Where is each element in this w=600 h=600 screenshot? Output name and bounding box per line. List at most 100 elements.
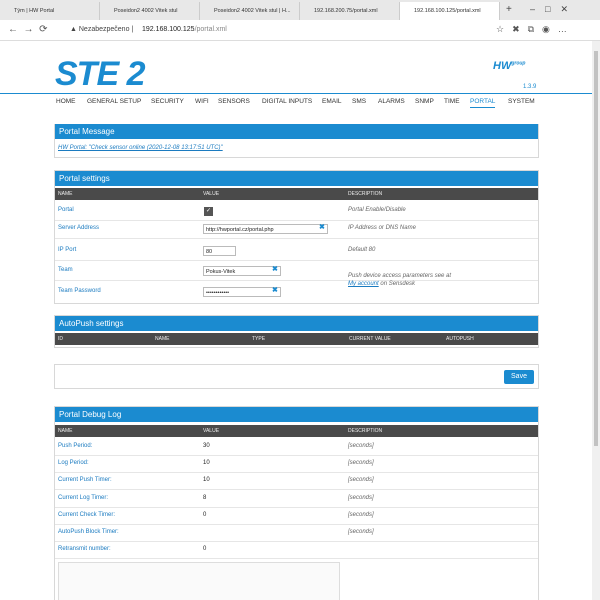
url[interactable]: 192.168.100.125/portal.xml (142, 26, 227, 33)
log-description: [seconds] (348, 494, 374, 501)
note-text: Push device access parameters see at (348, 273, 452, 279)
nav-item[interactable]: PORTAL (470, 98, 496, 108)
panel-title: Portal settings (55, 171, 538, 186)
table-header (55, 333, 538, 345)
brand: HWgroup (493, 60, 526, 72)
nav-item[interactable]: WIFI (195, 98, 209, 105)
row-separator (55, 238, 538, 239)
row-separator (55, 472, 538, 474)
header-line (0, 93, 592, 94)
setting-description: Portal Enable/Disable (348, 207, 406, 213)
browser-tab[interactable]: Poseidon2 4002 Vitek stul | H... (200, 2, 300, 20)
nav-item[interactable]: TIME (444, 98, 460, 105)
row-separator (55, 506, 538, 508)
browser-tab[interactable]: Tým | HW Portal (0, 2, 100, 20)
logo: STE 2 (55, 55, 145, 93)
panel-title: Portal Debug Log (55, 407, 538, 422)
nav-item[interactable]: SNMP (415, 98, 434, 105)
log-box (58, 562, 340, 600)
nav-item[interactable]: SMS (352, 98, 367, 105)
panel-title: Portal Message (55, 124, 538, 139)
browser-tab[interactable]: 192.168.100.125/portal.xml (400, 2, 500, 20)
nav-item[interactable]: SENSORS (218, 98, 250, 105)
setting-description: Default 80 (348, 247, 376, 253)
clear-icon[interactable]: ✖ (319, 224, 325, 231)
column-header: ID (58, 336, 63, 342)
row-separator (55, 541, 538, 542)
url-host: 192.168.100.125 (142, 26, 195, 33)
row-separator (55, 280, 538, 281)
log-description: [seconds] (348, 477, 374, 484)
log-name: Push Period: (58, 443, 93, 449)
row-separator (55, 489, 538, 491)
nav-item[interactable]: SYSTEM (508, 98, 535, 105)
column-header: DESCRIPTION (348, 191, 383, 197)
setting-name: Server Address (58, 225, 100, 231)
log-name: Log Period: (58, 460, 89, 467)
column-header: DESCRIPTION (348, 428, 383, 434)
log-description: [seconds] (348, 460, 374, 467)
security-text: Nezabezpečeno (78, 26, 130, 33)
brand-name: HW (493, 60, 512, 72)
window-controls[interactable]: –□✕ (530, 4, 578, 14)
column-header: AUTOPUSH (446, 336, 474, 342)
nav-item[interactable]: ALARMS (378, 98, 405, 105)
nav-buttons[interactable]: ← → ⟳ (8, 24, 48, 35)
security-indicator[interactable]: ▲ Nezabezpečeno | (70, 26, 134, 33)
setting-name: IP Port (58, 247, 77, 253)
log-name: Current Log Timer: (58, 494, 109, 501)
nav-item[interactable]: EMAIL (322, 98, 342, 105)
portal-message-link[interactable]: HW Portal: "Check sensor online (2020-12… (58, 145, 223, 151)
address-bar-area (0, 20, 600, 41)
scrollbar[interactable] (592, 41, 600, 600)
setting-description: IP Address or DNS Name (348, 225, 416, 231)
setting-name: Portal (58, 207, 74, 213)
note-link[interactable]: My account (348, 281, 379, 287)
browser-tab[interactable]: Poseidon2 4002 Vitek stul (100, 2, 200, 20)
log-name: AutoPush Block Timer: (58, 529, 119, 535)
nav-item[interactable]: HOME (56, 98, 76, 105)
toolbar-icons[interactable]: ☆✖⧉◉… (496, 24, 575, 34)
save-button[interactable]: Save (504, 370, 534, 384)
url-path: /portal.xml (194, 26, 227, 33)
log-name: Current Push Timer: (58, 477, 112, 484)
checkbox[interactable]: ✓ (204, 207, 213, 216)
log-name: Retransmit number: (58, 546, 111, 553)
log-description: [seconds] (348, 529, 374, 535)
clear-icon[interactable]: ✖ (272, 266, 278, 273)
nav-item[interactable]: GENERAL SETUP (87, 98, 142, 105)
nav-item[interactable]: DIGITAL INPUTS (262, 98, 313, 105)
row-separator (55, 455, 538, 456)
version: 1.3.9 (523, 84, 537, 90)
table-header (55, 188, 538, 200)
row-separator (55, 523, 538, 525)
text-input[interactable]: 80 (203, 246, 236, 256)
column-header: NAME (155, 336, 170, 342)
text-input[interactable]: Pokus-Vitek (203, 266, 281, 276)
column-header: TYPE (252, 336, 266, 342)
panel-title: AutoPush settings (55, 316, 538, 331)
log-value: 0 (203, 511, 207, 518)
column-header: NAME (58, 191, 73, 197)
clear-icon[interactable]: ✖ (272, 287, 278, 294)
log-description: [seconds] (348, 443, 374, 449)
note: Push device access parameters see at My … (348, 272, 458, 288)
note-text: on Sensdesk (380, 281, 416, 287)
setting-name: Team Password (58, 288, 101, 294)
column-header: VALUE (203, 428, 220, 434)
column-header: CURRENT VALUE (349, 336, 391, 342)
log-description: [seconds] (348, 511, 374, 518)
column-header: NAME (58, 428, 73, 434)
new-tab[interactable]: + (506, 4, 512, 15)
nav-item[interactable]: SECURITY (151, 98, 184, 105)
browser-tab[interactable]: 192.168.200.75/portal.xml (300, 2, 400, 20)
setting-name: Team (58, 267, 73, 273)
text-input[interactable]: •••••••••••• (203, 287, 281, 297)
log-value: 10 (203, 460, 210, 467)
column-header: VALUE (203, 191, 220, 197)
text-input[interactable]: http://hwportal.cz/portal.php (203, 224, 328, 234)
log-name: Current Check Timer: (58, 511, 116, 518)
panel (54, 364, 539, 389)
table-header (55, 425, 538, 437)
